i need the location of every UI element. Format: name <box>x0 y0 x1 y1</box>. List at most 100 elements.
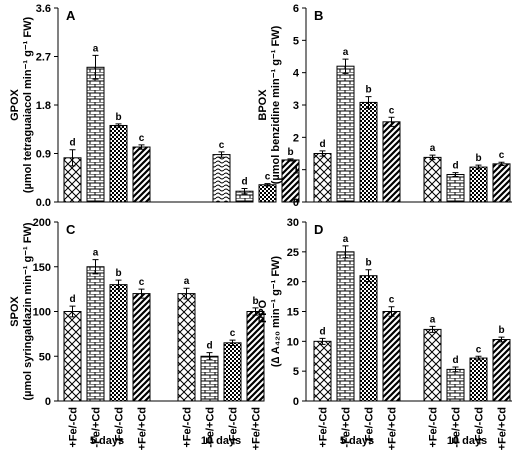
bar <box>423 328 442 402</box>
panel-letter: B <box>314 8 323 23</box>
error-bar <box>206 352 213 361</box>
y-tick-label: 10 <box>287 336 299 348</box>
error-bar <box>183 287 190 300</box>
bar <box>446 174 465 203</box>
y-tick-label: 5 <box>293 35 299 47</box>
bar <box>246 311 265 402</box>
bar <box>200 355 219 402</box>
y-tick-label: 1.8 <box>36 100 51 112</box>
significance-letter: b <box>365 258 371 269</box>
bar <box>382 311 401 402</box>
significance-letter: b <box>475 153 481 164</box>
significance-letter: a <box>93 248 99 259</box>
group-label: 10 days <box>447 435 487 447</box>
error-bar <box>365 269 372 283</box>
error-bar <box>342 245 349 259</box>
y-tick-label: 0 <box>45 396 51 408</box>
error-bar <box>475 355 482 361</box>
bar <box>469 166 488 203</box>
group-label: 5 days <box>340 435 374 447</box>
group-label: 5 days <box>90 435 124 447</box>
error-bar <box>287 158 294 162</box>
error-bar <box>92 54 99 80</box>
panel-d-chart: 0 5 10 15 20 25 30 D PPO (∆ A₄₂₀ min⁻¹ g⁻¹ FW) d +F… <box>257 217 512 450</box>
bar <box>446 368 465 402</box>
y-tick-label: 15 <box>287 307 299 319</box>
x-tick-label: +Fe/-Cd <box>318 407 330 448</box>
y-tick-label: 6 <box>293 3 299 15</box>
significance-letter: a <box>184 276 190 287</box>
x-tick-label: -Fe/-Cd <box>364 407 376 445</box>
error-bar <box>429 325 436 333</box>
bar <box>423 156 442 203</box>
y-tick-label: 200 <box>33 217 51 229</box>
x-tick-label: +Fe/-Cd <box>182 407 194 448</box>
panel-letter: D <box>314 222 323 237</box>
x-tick-label: +Fe/+Cd <box>387 407 399 450</box>
significance-letter: b <box>252 296 258 307</box>
error-bar <box>229 339 236 347</box>
x-tick-label: -Fe/-Cd <box>228 407 240 445</box>
y-tick-label: 4 <box>293 68 300 80</box>
y-tick-label: 30 <box>287 217 299 229</box>
error-bar <box>115 123 122 128</box>
significance-letter: d <box>241 177 247 188</box>
bar <box>359 275 378 402</box>
significance-letter: b <box>498 325 504 336</box>
significance-letter: d <box>206 341 212 352</box>
panel-b-chart: 0 1 2 3 4 5 6 B BPOX (µmol benzidine min⁻¹ g⁻¹ FW… <box>257 3 512 209</box>
error-bar <box>498 336 505 343</box>
x-tick-label: +Fe/-Cd <box>428 407 440 448</box>
significance-letter: a <box>93 43 99 54</box>
y-tick-label: 0.0 <box>36 197 51 209</box>
y-tick-label: 0.9 <box>36 149 51 161</box>
error-bar <box>452 366 459 373</box>
x-tick-label: +Fe/-Cd <box>68 407 80 448</box>
significance-letter: c <box>219 140 225 151</box>
y-tick-label: 5 <box>293 366 299 378</box>
bar <box>109 124 128 203</box>
bar <box>382 121 401 203</box>
error-bar <box>138 144 145 150</box>
error-bar <box>115 279 122 290</box>
bar <box>492 163 511 203</box>
significance-letter: c <box>389 105 395 116</box>
y-axis-unit: (∆ A₄₂₀ min⁻¹ g⁻¹ FW) <box>270 256 282 368</box>
bar <box>336 251 355 402</box>
group-label: 10 days <box>201 435 241 447</box>
y-axis-unit: (µmol benzidine min⁻¹ g⁻¹ FW) <box>270 25 282 184</box>
y-tick-label: 0 <box>293 396 299 408</box>
significance-letter: d <box>69 294 75 305</box>
bar <box>212 154 231 203</box>
significance-letter: b <box>115 112 121 123</box>
y-tick-label: 3 <box>293 100 299 112</box>
x-tick-label: +Fe/+Cd <box>497 407 509 450</box>
error-bar <box>388 116 395 127</box>
bar <box>132 293 151 402</box>
y-axis-unit: (µmol syringaldazin min⁻¹ g⁻¹ FW) <box>22 222 34 400</box>
y-axis-title: GPOX <box>9 88 21 120</box>
error-bar <box>452 172 459 177</box>
error-bar <box>319 150 326 157</box>
bar <box>86 66 105 203</box>
error-bar <box>92 259 99 275</box>
significance-letter: d <box>319 326 325 337</box>
significance-letter: c <box>139 277 145 288</box>
bar <box>492 339 511 402</box>
x-tick-label: +Fe/+Cd <box>251 407 263 450</box>
bar <box>177 293 196 402</box>
significance-letter: a <box>430 143 436 154</box>
y-tick-label: 0 <box>293 197 299 209</box>
x-tick-label: +Fe/+Cd <box>137 407 149 450</box>
significance-letter: b <box>115 268 121 279</box>
error-bar <box>319 337 326 345</box>
significance-letter: d <box>319 139 325 150</box>
y-axis-title: SPOX <box>9 296 21 327</box>
error-bar <box>69 149 76 167</box>
y-tick-label: 100 <box>33 307 51 319</box>
panel-a-chart: 0.0 0.9 1.8 2.7 3.6 A GPOX (µmol tetraguaiacol … <box>9 3 300 209</box>
error-bar <box>365 96 372 109</box>
y-tick-label: 3.6 <box>36 3 51 15</box>
error-bar <box>252 307 259 316</box>
